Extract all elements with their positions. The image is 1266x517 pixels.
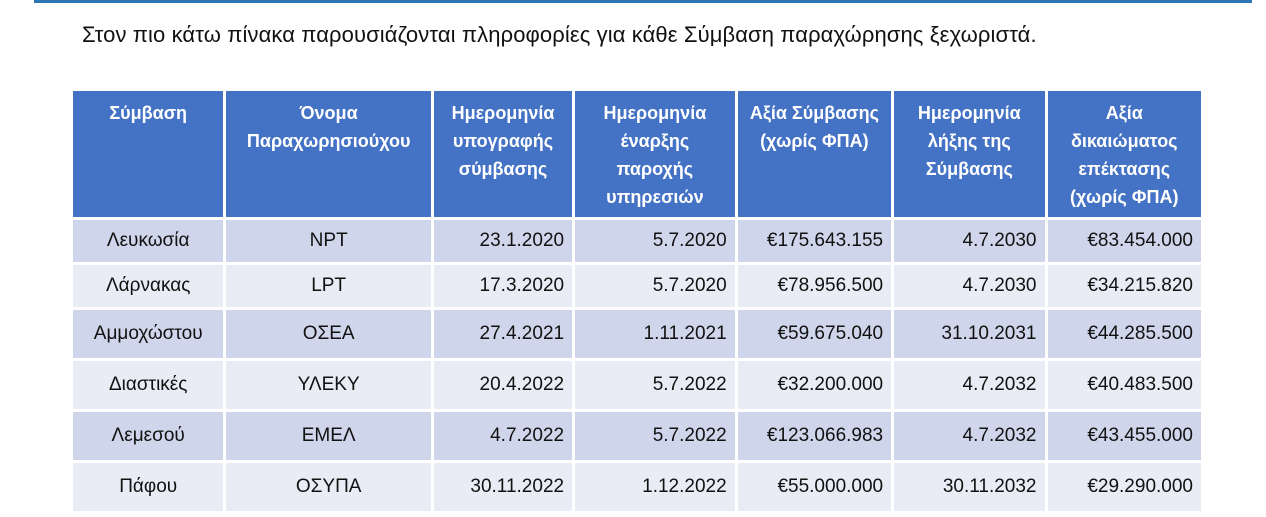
- header-extension-value: Αξία δικαιώματος επέκτασης (χωρίς ΦΠΑ): [1047, 91, 1201, 217]
- cell-contract-value: €78.956.500: [737, 265, 892, 307]
- header-signing-date: Ημερομηνία υπογραφής σύμβασης: [433, 91, 573, 217]
- cell-expiry-date: 30.11.2032: [894, 463, 1045, 511]
- cell-extension-value: €43.455.000: [1047, 412, 1201, 460]
- cell-service-start-date: 5.7.2022: [575, 412, 735, 460]
- header-contract: Σύμβαση: [73, 91, 224, 217]
- cell-contract: Αμμοχώστου: [73, 310, 224, 358]
- cell-concessionaire: ΥΛΕΚΥ: [226, 361, 431, 409]
- cell-contract-value: €175.643.155: [737, 220, 892, 262]
- cell-contract: Πάφου: [73, 463, 224, 511]
- cell-contract: Λάρνακας: [73, 265, 224, 307]
- cell-concessionaire: ΟΣΥΠΑ: [226, 463, 431, 511]
- table-row: Διαστικές ΥΛΕΚΥ 20.4.2022 5.7.2022 €32.2…: [73, 361, 1201, 409]
- cell-extension-value: €29.290.000: [1047, 463, 1201, 511]
- cell-service-start-date: 5.7.2022: [575, 361, 735, 409]
- table-row: Λεμεσού ΕΜΕΛ 4.7.2022 5.7.2022 €123.066.…: [73, 412, 1201, 460]
- cell-extension-value: €34.215.820: [1047, 265, 1201, 307]
- contracts-table: Σύμβαση Όνομα Παραχωρησιούχου Ημερομηνία…: [70, 88, 1204, 514]
- header-concessionaire: Όνομα Παραχωρησιούχου: [226, 91, 431, 217]
- cell-signing-date: 27.4.2021: [433, 310, 573, 358]
- table-row: Λευκωσία NPT 23.1.2020 5.7.2020 €175.643…: [73, 220, 1201, 262]
- cell-contract: Λεμεσού: [73, 412, 224, 460]
- cell-service-start-date: 1.12.2022: [575, 463, 735, 511]
- table-row: Πάφου ΟΣΥΠΑ 30.11.2022 1.12.2022 €55.000…: [73, 463, 1201, 511]
- cell-expiry-date: 4.7.2030: [894, 265, 1045, 307]
- cell-signing-date: 30.11.2022: [433, 463, 573, 511]
- cell-contract-value: €123.066.983: [737, 412, 892, 460]
- cell-contract-value: €59.675.040: [737, 310, 892, 358]
- header-contract-value: Αξία Σύμβασης (χωρίς ΦΠΑ): [737, 91, 892, 217]
- cell-contract: Διαστικές: [73, 361, 224, 409]
- cell-concessionaire: ΕΜΕΛ: [226, 412, 431, 460]
- cell-contract-value: €55.000.000: [737, 463, 892, 511]
- cell-service-start-date: 5.7.2020: [575, 220, 735, 262]
- cell-signing-date: 4.7.2022: [433, 412, 573, 460]
- header-service-start-date: Ημερομηνία έναρξης παροχής υπηρεσιών: [575, 91, 735, 217]
- cell-service-start-date: 1.11.2021: [575, 310, 735, 358]
- cell-contract: Λευκωσία: [73, 220, 224, 262]
- table-row: Λάρνακας LPT 17.3.2020 5.7.2020 €78.956.…: [73, 265, 1201, 307]
- cell-signing-date: 23.1.2020: [433, 220, 573, 262]
- cell-concessionaire: NPT: [226, 220, 431, 262]
- intro-paragraph: Στον πιο κάτω πίνακα παρουσιάζονται πληρ…: [82, 22, 1037, 47]
- cell-extension-value: €44.285.500: [1047, 310, 1201, 358]
- cell-expiry-date: 4.7.2032: [894, 412, 1045, 460]
- cell-service-start-date: 5.7.2020: [575, 265, 735, 307]
- top-divider: [34, 0, 1252, 3]
- cell-contract-value: €32.200.000: [737, 361, 892, 409]
- cell-extension-value: €40.483.500: [1047, 361, 1201, 409]
- cell-expiry-date: 4.7.2030: [894, 220, 1045, 262]
- table-row: Αμμοχώστου ΟΣΕΑ 27.4.2021 1.11.2021 €59.…: [73, 310, 1201, 358]
- table-header-row: Σύμβαση Όνομα Παραχωρησιούχου Ημερομηνία…: [73, 91, 1201, 217]
- cell-expiry-date: 4.7.2032: [894, 361, 1045, 409]
- cell-concessionaire: LPT: [226, 265, 431, 307]
- cell-signing-date: 20.4.2022: [433, 361, 573, 409]
- cell-signing-date: 17.3.2020: [433, 265, 573, 307]
- header-expiry-date: Ημερομηνία λήξης της Σύμβασης: [894, 91, 1045, 217]
- cell-concessionaire: ΟΣΕΑ: [226, 310, 431, 358]
- cell-extension-value: €83.454.000: [1047, 220, 1201, 262]
- cell-expiry-date: 31.10.2031: [894, 310, 1045, 358]
